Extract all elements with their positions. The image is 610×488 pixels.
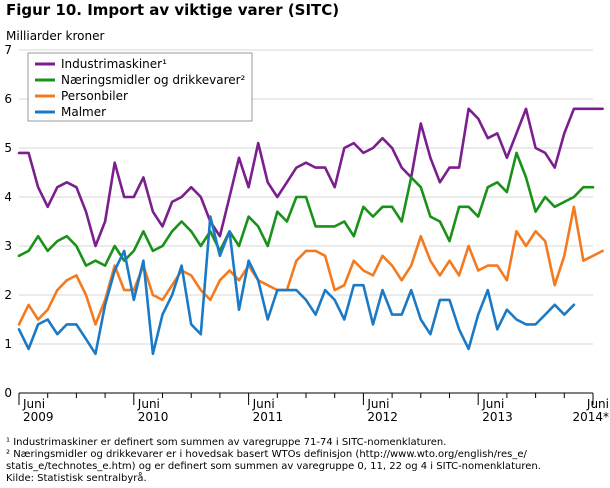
series-line	[17, 215, 576, 356]
series-line	[17, 107, 604, 248]
series-line	[17, 151, 595, 267]
y-tick-label: 7	[4, 43, 12, 57]
y-tick-label: 2	[4, 288, 12, 302]
y-tick-label: 4	[4, 190, 12, 204]
footnote-2: ² Næringsmidler og drikkevarer er i hove…	[6, 449, 527, 460]
x-tick-label: 2009	[23, 410, 54, 424]
line-chart: 01234567Juni2009Juni2010Juni2011Juni2012…	[4, 43, 609, 424]
x-tick-label: 2010	[138, 410, 169, 424]
x-tick-label: 2013	[482, 410, 513, 424]
x-tick-label: Juni	[481, 397, 504, 411]
legend-box	[27, 52, 253, 122]
legend-label: Industrimaskiner¹	[61, 57, 167, 71]
footnote-1: ¹ Industrimaskiner er definert som summe…	[6, 437, 447, 448]
x-tick-label: Juni	[586, 397, 609, 411]
x-tick-label: Juni	[252, 397, 275, 411]
x-tick-label: 2014*	[572, 410, 609, 424]
y-tick-label: 0	[4, 386, 12, 400]
source-note: Kilde: Statistisk sentralbyrå.	[6, 473, 147, 484]
footnote-2-cont: statis_e/technotes_e.htm) og er definert…	[6, 461, 541, 472]
legend: Industrimaskiner¹ Næringsmidler og drikke…	[27, 52, 253, 122]
x-tick-label: Juni	[22, 397, 45, 411]
y-tick-label: 1	[4, 337, 12, 351]
axes: 01234567Juni2009Juni2010Juni2011Juni2012…	[4, 43, 609, 424]
legend-label: Næringsmidler og drikkevarer²	[61, 73, 246, 87]
legend-label: Personbiler	[61, 89, 128, 103]
series-lines	[17, 107, 604, 356]
x-tick-label: 2011	[253, 410, 284, 424]
x-tick-label: Juni	[366, 397, 389, 411]
x-tick-label: 2012	[367, 410, 398, 424]
x-tick-label: Juni	[137, 397, 160, 411]
chart-title: Figur 10. Import av viktige varer (SITC)	[6, 1, 340, 19]
footnotes: ¹ Industrimaskiner er definert som summe…	[6, 437, 541, 485]
y-tick-label: 6	[4, 92, 12, 106]
y-tick-label: 5	[4, 141, 12, 155]
y-tick-label: 3	[4, 239, 12, 253]
legend-label: Malmer	[61, 105, 106, 119]
y-axis-label: Milliarder kroner	[6, 29, 105, 43]
